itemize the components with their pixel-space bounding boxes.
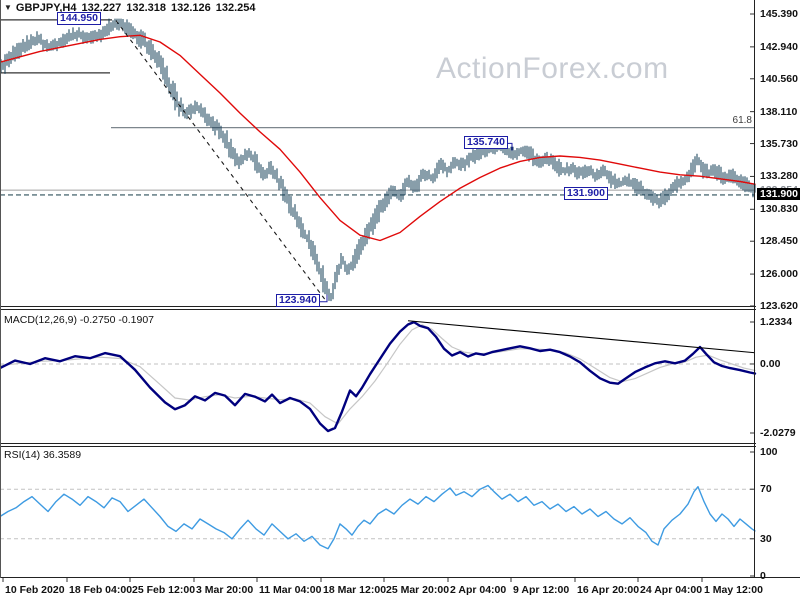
- macd-trendline[interactable]: [407, 320, 756, 354]
- price-trendline[interactable]: [115, 20, 327, 302]
- macd-signal-line: [0, 324, 756, 425]
- moving-average-line: [0, 34, 756, 242]
- label-leader: [320, 294, 328, 303]
- macd-line: [0, 320, 757, 433]
- watermark: ActionForex.com: [436, 52, 669, 85]
- label-leader: [508, 142, 513, 151]
- rsi-line: [0, 484, 756, 550]
- ohlc-bars: [0, 18, 756, 302]
